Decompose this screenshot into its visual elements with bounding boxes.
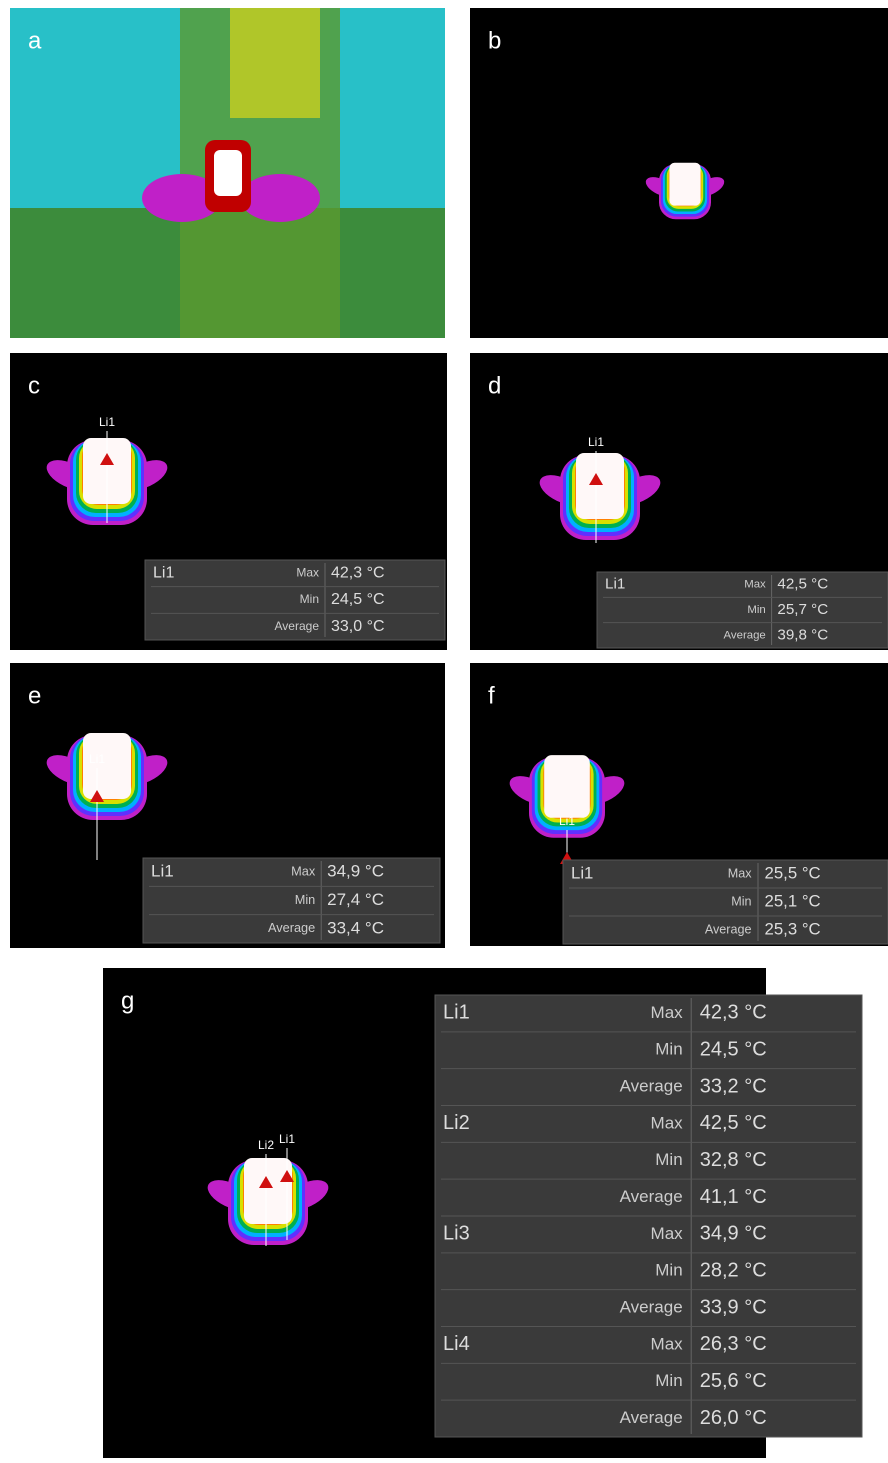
table-stat: Max [651, 1003, 684, 1022]
table-value: 42,5 °C [777, 576, 828, 593]
table-line-name: Li1 [151, 862, 174, 881]
table-stat: Max [651, 1113, 684, 1132]
table-stat: Max [291, 864, 316, 879]
table-stat: Min [655, 1150, 682, 1169]
table-value: 33,0 °C [331, 618, 385, 635]
table-value: 26,0 °C [700, 1407, 767, 1429]
table-line-name: Li1 [443, 1002, 470, 1024]
table-line-name: Li1 [571, 863, 593, 882]
table-stat: Average [275, 619, 320, 633]
thermal-mound [240, 174, 320, 222]
line-label: Li1 [559, 814, 575, 828]
page: {"panels": [ {"label": "a"}, {"label": "… [0, 0, 888, 1458]
panel-label: a [28, 27, 42, 54]
figure: a b c Li1 Li1 Max 42,3 °C Min 24,5 °C Average 33,0… [0, 0, 888, 1458]
table-value: 42,3 °C [700, 1002, 767, 1024]
line-label: Li1 [279, 1132, 295, 1146]
table-stat: Average [705, 922, 752, 936]
table-value: 33,4 °C [327, 918, 384, 937]
line-label: Li1 [99, 415, 115, 429]
table-line-name: Li2 [443, 1112, 470, 1134]
table-value: 42,3 °C [331, 565, 385, 582]
table-line-name: Li1 [605, 576, 625, 593]
panel-label: b [488, 27, 501, 54]
table-stat: Average [620, 1298, 683, 1317]
table-stat: Min [655, 1371, 682, 1390]
table-line-name: Li4 [443, 1333, 470, 1355]
table-value: 24,5 °C [331, 591, 385, 608]
line-label: Li1 [588, 435, 604, 449]
table-stat: Max [744, 579, 766, 591]
table-value: 27,4 °C [327, 890, 384, 909]
table-stat: Average [620, 1187, 683, 1206]
table-value: 41,1 °C [700, 1186, 767, 1208]
table-value: 26,3 °C [700, 1333, 767, 1355]
table-value: 25,5 °C [765, 863, 821, 882]
table-value: 33,2 °C [700, 1075, 767, 1097]
table-value: 24,5 °C [700, 1039, 767, 1061]
panel-label: e [28, 682, 41, 709]
line-label: Li1 [89, 752, 105, 766]
table-stat: Average [620, 1408, 683, 1427]
blob-core [669, 163, 700, 206]
table-stat: Max [651, 1334, 684, 1353]
blob-core [576, 453, 624, 519]
table-value: 25,6 °C [700, 1370, 767, 1392]
table-stat: Min [295, 892, 316, 907]
table-value: 25,7 °C [777, 601, 828, 618]
panel-label: d [488, 372, 501, 399]
line-label: Li2 [258, 1138, 274, 1152]
thermal-field [230, 8, 320, 118]
table-stat: Min [655, 1040, 682, 1059]
table-stat: Min [655, 1261, 682, 1280]
table-line-name: Li1 [153, 565, 174, 582]
table-stat: Average [620, 1077, 683, 1096]
table-value: 34,9 °C [700, 1223, 767, 1245]
table-stat: Max [296, 566, 319, 580]
table-value: 39,8 °C [777, 626, 828, 643]
table-stat: Min [300, 592, 319, 606]
blob-core [544, 755, 590, 818]
table-value: 25,3 °C [765, 919, 821, 938]
table-value: 28,2 °C [700, 1260, 767, 1282]
blob-core [244, 1158, 292, 1224]
table-value: 42,5 °C [700, 1112, 767, 1134]
table-stat: Max [651, 1224, 684, 1243]
table-stat: Min [731, 894, 751, 908]
panel-label: c [28, 372, 40, 399]
panel-label: g [121, 987, 134, 1014]
table-stat: Max [728, 866, 752, 880]
table-value: 32,8 °C [700, 1149, 767, 1171]
table-stat: Average [724, 629, 766, 641]
thermal-core [214, 150, 242, 196]
table-value: 34,9 °C [327, 862, 384, 881]
table-value: 25,1 °C [765, 891, 821, 910]
panel-label: f [488, 682, 495, 709]
table-value: 33,9 °C [700, 1296, 767, 1318]
table-stat: Average [268, 920, 315, 935]
table-stat: Min [747, 604, 765, 616]
table-line-name: Li3 [443, 1223, 470, 1245]
